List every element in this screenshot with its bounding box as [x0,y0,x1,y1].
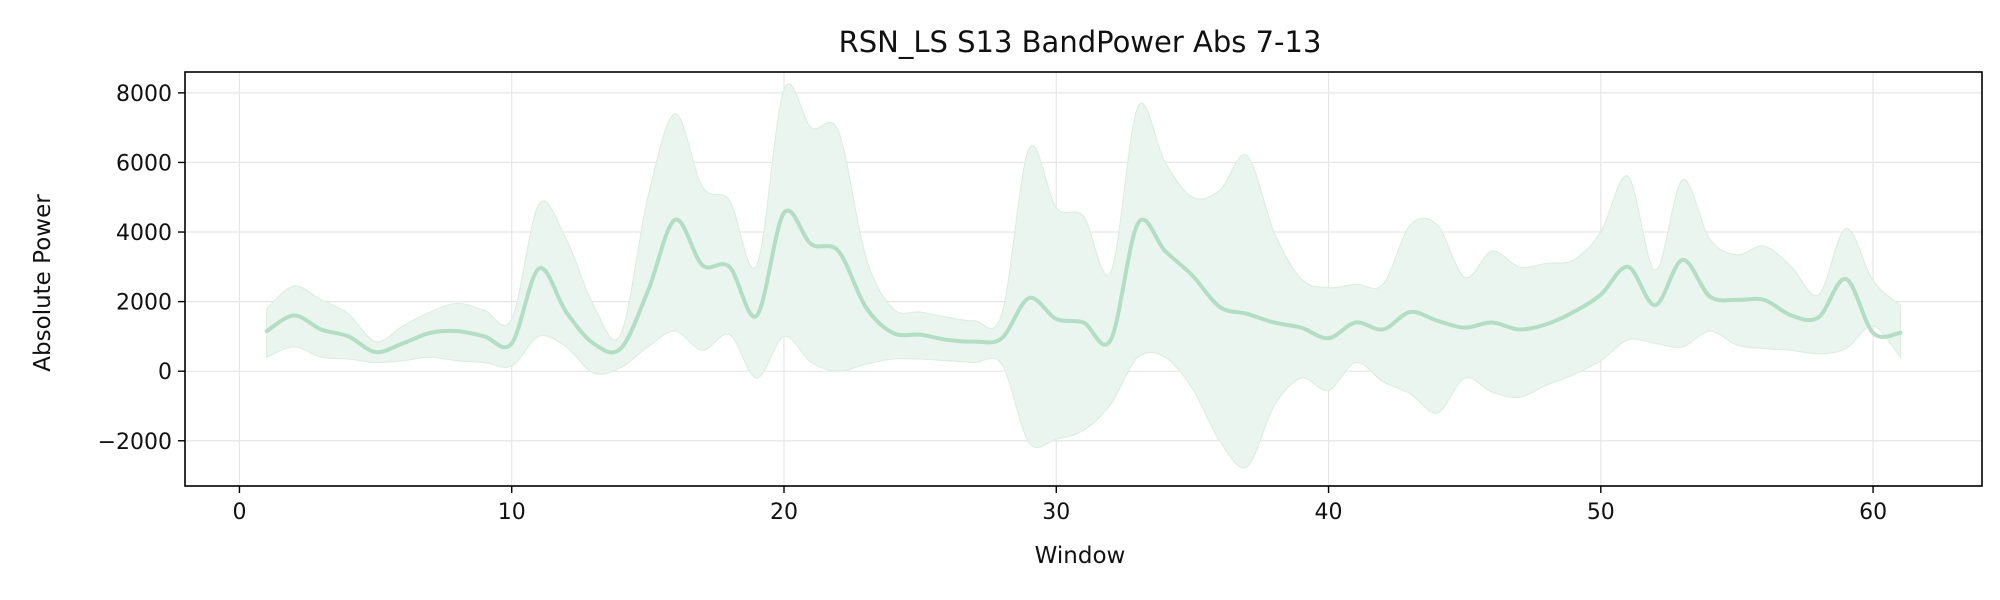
y-axis-title: Absolute Power [30,194,56,372]
x-tick-label: 10 [498,500,526,525]
x-tick-label: 30 [1042,500,1070,525]
x-tick-label: 20 [770,500,798,525]
y-tick-label: −2000 [98,430,172,455]
y-tick-label: 0 [158,360,172,385]
x-tick-label: 0 [232,500,246,525]
plot-frame [184,71,1983,487]
x-tick-label: 60 [1859,500,1887,525]
y-tick-label: 8000 [116,82,172,107]
y-tick-label: 4000 [116,221,172,246]
mean-line-layer [264,208,1903,355]
mean-line [264,208,1903,355]
y-axis-ticks: −2000 0 2000 4000 6000 8000 [98,82,185,455]
y-tick-label: 6000 [116,151,172,176]
chart-title: RSN_LS S13 BandPower Abs 7-13 [839,25,1322,59]
confidence-band-layer [266,83,1901,469]
y-tick-label: 2000 [116,291,172,316]
x-axis-title: Window [1035,543,1126,569]
x-tick-label: 40 [1315,500,1343,525]
confidence-band [266,83,1901,469]
x-axis-ticks: 0 10 20 30 40 50 60 [232,486,1887,525]
x-tick-label: 50 [1587,500,1615,525]
